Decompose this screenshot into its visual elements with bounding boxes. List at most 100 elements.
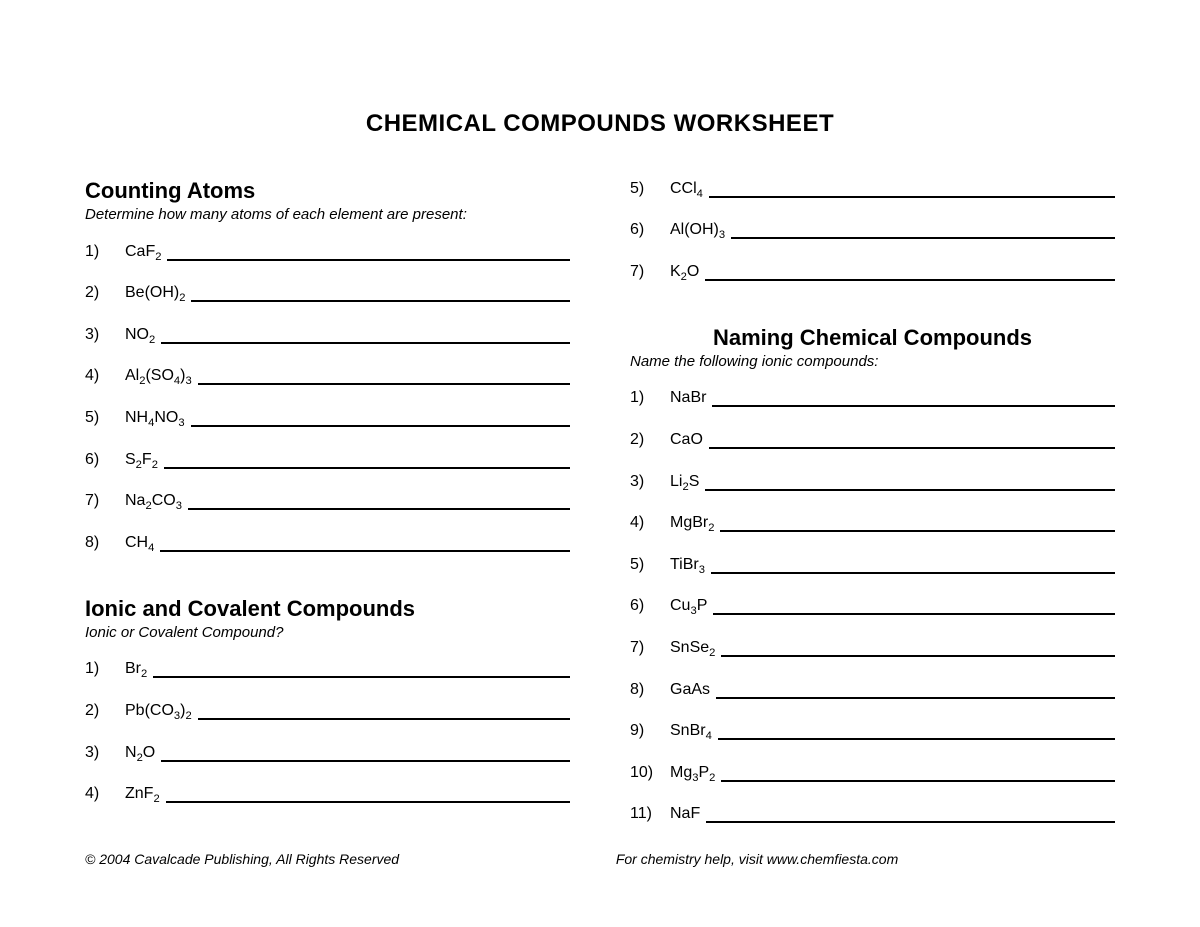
counting-items: 1)CaF2 2)Be(OH)2 3)NO2 4)Al2(SO4)3 5)NH4NO3 6… (85, 241, 570, 552)
chemical-formula: CH4 (115, 534, 160, 552)
chemical-formula: Br2 (115, 660, 153, 678)
worksheet-item: 6)Al(OH)3 (630, 220, 1115, 240)
chemical-formula: Li2S (660, 473, 705, 491)
worksheet-item: 1)Br2 (85, 659, 570, 679)
item-number: 8) (85, 534, 115, 552)
answer-blank[interactable] (198, 700, 570, 720)
ionic-covalent-sub: Ionic or Covalent Compound? (85, 624, 570, 641)
chemical-formula: ZnF2 (115, 785, 166, 803)
answer-blank[interactable] (709, 178, 1115, 198)
answer-blank[interactable] (712, 388, 1115, 408)
worksheet-item: 11)NaF (630, 804, 1115, 824)
naming-heading: Naming Chemical Compounds (630, 325, 1115, 351)
item-number: 5) (630, 556, 660, 574)
chemical-formula: NaF (660, 805, 706, 823)
chemical-formula: S2F2 (115, 451, 164, 469)
counting-heading: Counting Atoms (85, 178, 570, 204)
footer: © 2004 Cavalcade Publishing, All Rights … (85, 851, 1115, 867)
worksheet-item: 1)CaF2 (85, 241, 570, 261)
ionic-covalent-heading: Ionic and Covalent Compounds (85, 596, 570, 622)
chemical-formula: CCl4 (660, 180, 709, 198)
chemical-formula: NaBr (660, 389, 712, 407)
chemical-formula: SnBr4 (660, 722, 718, 740)
worksheet-item: 1)NaBr (630, 388, 1115, 408)
answer-blank[interactable] (191, 283, 570, 303)
chemical-formula: SnSe2 (660, 639, 721, 657)
worksheet-item: 5)TiBr3 (630, 554, 1115, 574)
item-number: 3) (85, 326, 115, 344)
worksheet-item: 6)Cu3P (630, 596, 1115, 616)
item-number: 7) (85, 492, 115, 510)
worksheet-page: CHEMICAL COMPOUNDS WORKSHEET Counting At… (0, 0, 1200, 927)
answer-blank[interactable] (718, 721, 1115, 741)
worksheet-item: 2)Be(OH)2 (85, 283, 570, 303)
answer-blank[interactable] (188, 491, 570, 511)
worksheet-item: 8)CH4 (85, 532, 570, 552)
item-number: 5) (630, 180, 660, 198)
worksheet-item: 4)ZnF2 (85, 784, 570, 804)
ionic-covalent-cont-items: 5)CCl4 6)Al(OH)3 7)K2O (630, 178, 1115, 281)
item-number: 4) (85, 367, 115, 385)
answer-blank[interactable] (705, 261, 1115, 281)
answer-blank[interactable] (160, 532, 570, 552)
chemical-formula: GaAs (660, 681, 716, 699)
chemical-formula: Be(OH)2 (115, 284, 191, 302)
answer-blank[interactable] (161, 324, 570, 344)
item-number: 2) (630, 431, 660, 449)
chemical-formula: NO2 (115, 326, 161, 344)
chemical-formula: Mg3P2 (660, 764, 721, 782)
naming-sub: Name the following ionic compounds: (630, 353, 1115, 370)
chemical-formula: K2O (660, 263, 705, 281)
worksheet-item: 9)SnBr4 (630, 721, 1115, 741)
left-column: Counting Atoms Determine how many atoms … (85, 178, 570, 845)
item-number: 6) (630, 597, 660, 615)
chemical-formula: TiBr3 (660, 556, 711, 574)
item-number: 7) (630, 263, 660, 281)
worksheet-item: 7)K2O (630, 261, 1115, 281)
answer-blank[interactable] (161, 742, 570, 762)
answer-blank[interactable] (709, 429, 1115, 449)
worksheet-item: 10)Mg3P2 (630, 762, 1115, 782)
item-number: 10) (630, 764, 660, 782)
chemical-formula: Al2(SO4)3 (115, 367, 198, 385)
item-number: 3) (85, 744, 115, 762)
answer-blank[interactable] (198, 366, 570, 386)
item-number: 1) (85, 243, 115, 261)
worksheet-item: 6)S2F2 (85, 449, 570, 469)
item-number: 5) (85, 409, 115, 427)
worksheet-item: 8)GaAs (630, 679, 1115, 699)
answer-blank[interactable] (713, 596, 1115, 616)
answer-blank[interactable] (720, 513, 1115, 533)
answer-blank[interactable] (191, 407, 570, 427)
chemical-formula: Al(OH)3 (660, 221, 731, 239)
answer-blank[interactable] (721, 762, 1115, 782)
item-number: 4) (630, 514, 660, 532)
item-number: 4) (85, 785, 115, 803)
answer-blank[interactable] (716, 679, 1115, 699)
right-column: 5)CCl46)Al(OH)37)K2O Naming Chemical Com… (630, 178, 1115, 845)
chemical-formula: CaO (660, 431, 709, 449)
answer-blank[interactable] (166, 784, 570, 804)
counting-sub: Determine how many atoms of each element… (85, 206, 570, 223)
chemical-formula: Pb(CO3)2 (115, 702, 198, 720)
chemical-formula: NH4NO3 (115, 409, 191, 427)
answer-blank[interactable] (721, 637, 1115, 657)
answer-blank[interactable] (153, 659, 570, 679)
chemical-formula: Na2CO3 (115, 492, 188, 510)
item-number: 2) (85, 284, 115, 302)
footer-right: For chemistry help, visit www.chemfiesta… (399, 851, 1115, 867)
answer-blank[interactable] (731, 220, 1115, 240)
item-number: 6) (630, 221, 660, 239)
answer-blank[interactable] (705, 471, 1115, 491)
answer-blank[interactable] (167, 241, 570, 261)
columns: Counting Atoms Determine how many atoms … (85, 178, 1115, 845)
chemical-formula: MgBr2 (660, 514, 720, 532)
answer-blank[interactable] (164, 449, 570, 469)
item-number: 1) (85, 660, 115, 678)
worksheet-item: 3)N2O (85, 742, 570, 762)
worksheet-item: 2)Pb(CO3)2 (85, 700, 570, 720)
answer-blank[interactable] (711, 554, 1115, 574)
item-number: 1) (630, 389, 660, 407)
answer-blank[interactable] (706, 804, 1115, 824)
item-number: 6) (85, 451, 115, 469)
